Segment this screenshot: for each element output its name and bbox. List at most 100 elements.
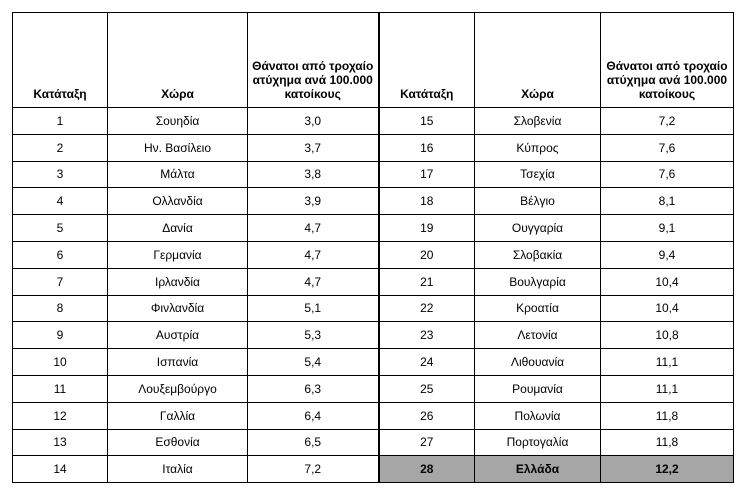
table-row: 9 Αυστρία 5,3 23 Λετονία 10,8 — [12, 321, 734, 350]
table-cell: 9,4 — [600, 240, 734, 269]
table-cell: Λιθουανία — [474, 348, 601, 376]
table-row: 6 Γερμανία 4,7 20 Σλοβακία 9,4 — [12, 240, 734, 269]
table-cell: Τσεχία — [474, 160, 601, 189]
table-cell: 11,8 — [600, 401, 734, 430]
table-cell: 7,6 — [600, 133, 734, 162]
table-cell: Λουξεμβούργο — [107, 374, 248, 403]
table-cell: 25 — [377, 374, 475, 403]
table-cell: 10,4 — [600, 294, 734, 323]
table-cell: 9,1 — [600, 214, 734, 242]
table-cell: 27 — [377, 428, 475, 457]
table-cell: Σλοβακία — [474, 240, 601, 269]
table-cell: Ελλάδα — [474, 455, 601, 484]
table-cell: 4,7 — [247, 240, 379, 269]
table-cell: Γερμανία — [107, 240, 248, 269]
header-row: Κατάταξη Χώρα Θάνατοι από τροχαίο ατύχημα … — [12, 12, 734, 108]
table-cell: 14 — [12, 455, 108, 484]
table-cell: 7,6 — [600, 160, 734, 189]
table-cell: 22 — [377, 294, 475, 323]
table-cell: Ην. Βασίλειο — [107, 133, 248, 162]
table-row: 13 Εσθονία 6,5 27 Πορτογαλία 11,8 — [12, 428, 734, 457]
table-cell: 2 — [12, 133, 108, 162]
table-cell: Αυστρία — [107, 321, 248, 350]
table-row: 7 Ιρλανδία 4,7 21 Βουλγαρία 10,4 — [12, 267, 734, 296]
table-row: 5 Δανία 4,7 19 Ουγγαρία 9,1 — [12, 214, 734, 242]
table-cell: 5,4 — [247, 348, 379, 376]
table-cell: 6 — [12, 240, 108, 269]
table-cell: 18 — [377, 187, 475, 216]
column-header: Κατάταξη — [377, 12, 475, 108]
table-cell: Κροατία — [474, 294, 601, 323]
column-header: Κατάταξη — [12, 12, 108, 108]
table-row: 11 Λουξεμβούργο 6,3 25 Ρουμανία 11,1 — [12, 374, 734, 403]
table-cell: Σλοβενία — [474, 107, 601, 135]
table-cell: 11,1 — [600, 374, 734, 403]
table-cell: 1 — [12, 107, 108, 135]
table-cell: Μάλτα — [107, 160, 248, 189]
table-cell: 8,1 — [600, 187, 734, 216]
ranking-table: Κατάταξη Χώρα Θάνατοι από τροχαίο ατύχημα … — [12, 12, 734, 484]
column-header: Θάνατοι από τροχαίο ατύχημα ανά 100.000 … — [600, 12, 734, 108]
table-cell: 4,7 — [247, 214, 379, 242]
table-cell: 21 — [377, 267, 475, 296]
table-row: 2 Ην. Βασίλειο 3,7 16 Κύπρος 7,6 — [12, 133, 734, 162]
table-row: 14 Ιταλία 7,2 28 Ελλάδα 12,2 — [12, 455, 734, 484]
table-cell: Βέλγιο — [474, 187, 601, 216]
table-cell: Σουηδία — [107, 107, 248, 135]
table-cell: Γαλλία — [107, 401, 248, 430]
table-body: 1 Σουηδία 3,0 15 Σλοβενία 7,2 2 Ην. Βασίλειο 3,7… — [12, 107, 734, 484]
table-cell: 6,4 — [247, 401, 379, 430]
column-header: Θάνατοι από τροχαίο ατύχημα ανά 100.000 … — [247, 12, 379, 108]
table-row: 8 Φινλανδία 5,1 22 Κροατία 10,4 — [12, 294, 734, 323]
table-cell: 11 — [12, 374, 108, 403]
table-cell: 3,9 — [247, 187, 379, 216]
table-cell: 3,8 — [247, 160, 379, 189]
table-cell: Κύπρος — [474, 133, 601, 162]
table-cell: 6,3 — [247, 374, 379, 403]
table-cell: 7,2 — [600, 107, 734, 135]
table-cell: 7 — [12, 267, 108, 296]
table-cell: Ιρλανδία — [107, 267, 248, 296]
table-cell: 3,0 — [247, 107, 379, 135]
table-cell: 10 — [12, 348, 108, 376]
table-cell: 12 — [12, 401, 108, 430]
table-row: 1 Σουηδία 3,0 15 Σλοβενία 7,2 — [12, 107, 734, 135]
table-cell: Εσθονία — [107, 428, 248, 457]
table-cell: 11,1 — [600, 348, 734, 376]
table-cell: 9 — [12, 321, 108, 350]
column-header: Χώρα — [474, 12, 601, 108]
table-cell: Πολωνία — [474, 401, 601, 430]
table-cell: Φινλανδία — [107, 294, 248, 323]
table-row: 3 Μάλτα 3,8 17 Τσεχία 7,6 — [12, 160, 734, 189]
table-cell: 8 — [12, 294, 108, 323]
table-cell: Ιταλία — [107, 455, 248, 484]
table-cell: Λετονία — [474, 321, 601, 350]
table-cell: 4,7 — [247, 267, 379, 296]
table-cell: 10,4 — [600, 267, 734, 296]
table-cell: 5 — [12, 214, 108, 242]
table-row: 10 Ισπανία 5,4 24 Λιθουανία 11,1 — [12, 348, 734, 376]
table-cell: 12,2 — [600, 455, 734, 484]
table-cell: 10,8 — [600, 321, 734, 350]
table-cell: 7,2 — [247, 455, 379, 484]
table-cell: Βουλγαρία — [474, 267, 601, 296]
table-row: 4 Ολλανδία 3,9 18 Βέλγιο 8,1 — [12, 187, 734, 216]
table-cell: 5,1 — [247, 294, 379, 323]
table-cell: 19 — [377, 214, 475, 242]
table-cell: 26 — [377, 401, 475, 430]
table-cell: Πορτογαλία — [474, 428, 601, 457]
table-cell: Ολλανδία — [107, 187, 248, 216]
table-cell: 3 — [12, 160, 108, 189]
column-header: Χώρα — [107, 12, 248, 108]
table-cell: 16 — [377, 133, 475, 162]
table-cell: 13 — [12, 428, 108, 457]
table-cell: 24 — [377, 348, 475, 376]
table-cell: Δανία — [107, 214, 248, 242]
table-row: 12 Γαλλία 6,4 26 Πολωνία 11,8 — [12, 401, 734, 430]
table-cell: 23 — [377, 321, 475, 350]
table-cell: 17 — [377, 160, 475, 189]
table-cell: 5,3 — [247, 321, 379, 350]
table-cell: 6,5 — [247, 428, 379, 457]
table-cell: Ισπανία — [107, 348, 248, 376]
table-cell: 4 — [12, 187, 108, 216]
